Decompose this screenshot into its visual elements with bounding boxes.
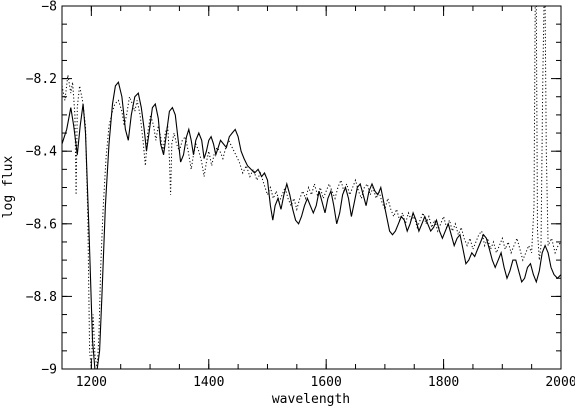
y-tick-label: −8.6 xyxy=(26,217,57,232)
y-tick-label: −8.2 xyxy=(26,72,57,87)
series-line-dotted xyxy=(62,6,561,369)
series-layer xyxy=(62,6,561,369)
x-axis-label: wavelength xyxy=(272,392,350,406)
series-line-solid xyxy=(62,80,561,369)
x-tick-label: 1600 xyxy=(311,375,342,390)
y-tick-label: −8 xyxy=(41,0,57,15)
x-tick-label: 1800 xyxy=(428,375,459,390)
plot-frame xyxy=(61,5,562,370)
y-tick-label: −8.4 xyxy=(26,145,57,160)
y-tick-label: −8.8 xyxy=(26,290,57,305)
x-tick-label: 1200 xyxy=(76,375,107,390)
x-tick-label: 2000 xyxy=(545,375,575,390)
axes-layer: 1200 1400 1600 1800 2000 −8 −8.2 −8.4 −8.6 −8.8 −9 xyxy=(26,0,575,390)
y-axis-label: log flux xyxy=(1,156,16,219)
x-tick-label: 1400 xyxy=(193,375,224,390)
y-tick-label: −9 xyxy=(41,363,57,378)
